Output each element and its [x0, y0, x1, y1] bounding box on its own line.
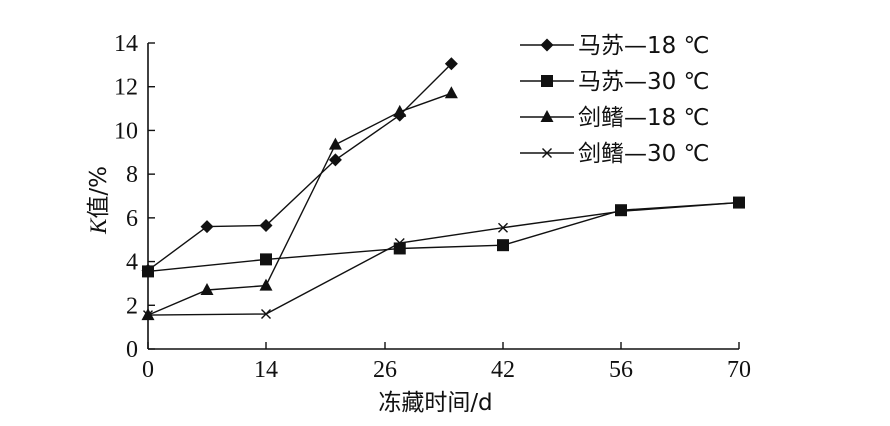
axis-labels: 冻藏时间/d K值/%: [86, 166, 493, 416]
legend: 马苏—18 ℃ 马苏—30 ℃ 剑鳍—18 ℃ 剑鳍—30 ℃: [520, 33, 709, 167]
x-tick-label: 26: [373, 357, 397, 383]
x-axis-label: 冻藏时间/d: [378, 390, 492, 416]
data-point: [615, 204, 627, 217]
data-point: [394, 237, 405, 248]
legend-entry: 剑鳍—30 ℃: [520, 141, 709, 167]
series-line: [147, 201, 740, 316]
data-point: [142, 265, 154, 278]
x-tick-label: 56: [609, 357, 633, 383]
legend-marker: [542, 148, 552, 158]
y-axis-label: K值/%: [86, 166, 112, 235]
y-axis-label-italic: K: [86, 217, 111, 235]
legend-entry: 马苏—30 ℃: [520, 69, 709, 95]
data-point: [200, 282, 214, 295]
data-point: [498, 222, 508, 233]
data-point: [141, 308, 155, 321]
data-point: [734, 197, 744, 208]
legend-label: 马苏—18 ℃: [578, 33, 709, 59]
y-tick-label: 2: [126, 293, 138, 319]
y-tick-label: 8: [126, 162, 138, 188]
series-3: [141, 86, 458, 321]
series-line: [147, 63, 452, 271]
x-tick-label: 14: [254, 357, 278, 383]
y-tick-label: 6: [126, 206, 138, 232]
y-tick-label: 0: [126, 337, 138, 363]
data-point: [616, 206, 626, 217]
data-point: [260, 253, 272, 266]
series-line: [147, 92, 452, 316]
data-point: [444, 86, 458, 99]
axes: 0 2 4 6 8 10 12 14 0 14 26 42 56 70: [114, 31, 751, 383]
series-1: [141, 57, 458, 277]
legend-label: 马苏—30 ℃: [578, 69, 709, 95]
legend-marker: [541, 75, 553, 87]
legend-label: 剑鳍—30 ℃: [578, 141, 709, 167]
data-point: [261, 309, 271, 320]
data-point: [444, 57, 458, 71]
y-tick-label: 4: [126, 250, 138, 276]
data-point: [328, 137, 342, 150]
x-tick-label: 42: [491, 357, 515, 383]
legend-entry: 马苏—18 ℃: [520, 33, 709, 59]
y-tick-label: 10: [114, 118, 138, 144]
y-axis-label-rest: 值/%: [86, 166, 112, 219]
y-tick-label: 14: [114, 31, 138, 57]
series-line: [147, 201, 740, 273]
data-point: [259, 219, 273, 233]
data-point: [259, 278, 273, 291]
series-layer: [141, 57, 745, 321]
x-tick-label: 70: [727, 357, 751, 383]
legend-label: 剑鳍—18 ℃: [578, 105, 709, 131]
legend-marker: [540, 110, 554, 122]
data-point: [497, 239, 509, 252]
legend-marker: [540, 38, 554, 52]
data-point: [393, 104, 407, 117]
data-point: [200, 220, 214, 234]
data-point: [328, 153, 342, 167]
x-tick-label: 0: [142, 357, 154, 383]
data-point: [143, 310, 153, 321]
legend-entry: 剑鳍—18 ℃: [520, 105, 709, 131]
y-tick-label: 12: [114, 75, 138, 101]
data-point: [393, 242, 406, 255]
series-4: [143, 197, 744, 321]
